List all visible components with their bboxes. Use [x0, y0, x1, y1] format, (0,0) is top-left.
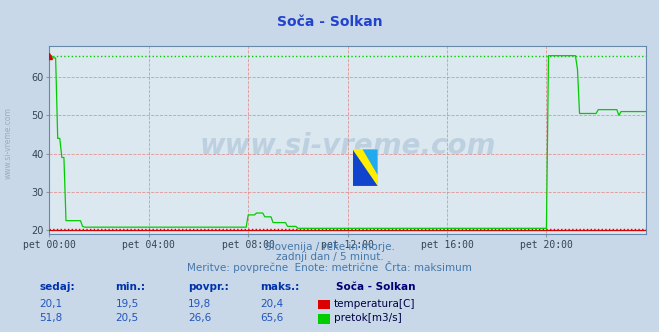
Text: www.si-vreme.com: www.si-vreme.com: [3, 107, 13, 179]
Text: 65,6: 65,6: [260, 313, 283, 323]
Text: povpr.:: povpr.:: [188, 282, 229, 292]
Text: pretok[m3/s]: pretok[m3/s]: [334, 313, 402, 323]
Text: 19,5: 19,5: [115, 299, 138, 309]
Polygon shape: [353, 149, 378, 186]
Text: 51,8: 51,8: [40, 313, 63, 323]
Text: 19,8: 19,8: [188, 299, 211, 309]
Text: sedaj:: sedaj:: [40, 282, 75, 292]
Text: Soča - Solkan: Soča - Solkan: [277, 15, 382, 29]
Polygon shape: [362, 149, 378, 175]
Text: 20,5: 20,5: [115, 313, 138, 323]
Text: www.si-vreme.com: www.si-vreme.com: [200, 132, 496, 160]
Text: 20,1: 20,1: [40, 299, 63, 309]
Text: min.:: min.:: [115, 282, 146, 292]
Text: Soča - Solkan: Soča - Solkan: [336, 282, 416, 292]
Text: 26,6: 26,6: [188, 313, 211, 323]
Text: maks.:: maks.:: [260, 282, 300, 292]
Text: temperatura[C]: temperatura[C]: [334, 299, 416, 309]
Text: Slovenija / reke in morje.: Slovenija / reke in morje.: [264, 242, 395, 252]
Text: zadnji dan / 5 minut.: zadnji dan / 5 minut.: [275, 252, 384, 262]
Polygon shape: [353, 149, 378, 186]
Text: 20,4: 20,4: [260, 299, 283, 309]
Text: Meritve: povprečne  Enote: metrične  Črta: maksimum: Meritve: povprečne Enote: metrične Črta:…: [187, 261, 472, 273]
